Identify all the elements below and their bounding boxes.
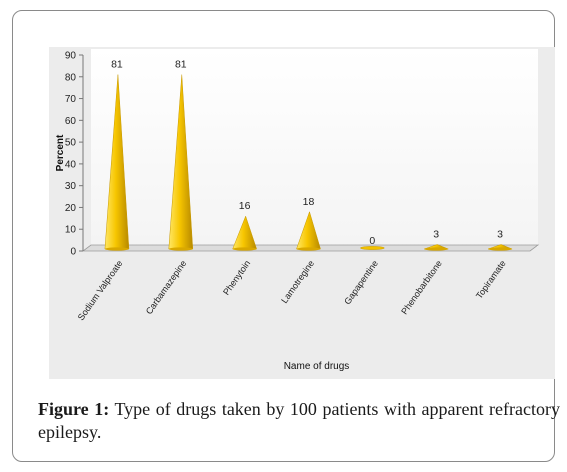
figure-frame: 0 10 20 30 40 50 60 70 80 90 Percent 81 Sodium Valpr… bbox=[12, 10, 560, 462]
bar-base bbox=[296, 247, 321, 251]
data-label: 3 bbox=[497, 228, 503, 240]
x-tick-label: Sodium Valproate bbox=[76, 258, 125, 322]
y-tick-label: 90 bbox=[65, 51, 77, 62]
y-tick-label: 40 bbox=[65, 159, 77, 170]
y-tick-label: 20 bbox=[65, 203, 77, 214]
x-tick-label: Phenytoin bbox=[221, 258, 252, 297]
bar-base bbox=[104, 247, 129, 251]
data-label: 18 bbox=[303, 196, 315, 208]
data-label: 81 bbox=[175, 59, 187, 71]
y-tick-label: 50 bbox=[65, 138, 77, 149]
bar-base bbox=[168, 247, 193, 251]
x-axis-title: Name of drugs bbox=[284, 361, 350, 372]
data-label: 0 bbox=[369, 235, 375, 247]
caption-text: Type of drugs taken by 100 patients with… bbox=[38, 399, 561, 442]
caption-label: Figure 1: bbox=[38, 399, 110, 419]
x-tick-label: Topiramate bbox=[474, 258, 508, 300]
plot-background bbox=[91, 49, 538, 247]
y-tick-label: 30 bbox=[65, 181, 77, 192]
bar-base bbox=[232, 247, 257, 251]
y-tick-label: 0 bbox=[70, 247, 76, 258]
data-label: 16 bbox=[239, 200, 251, 212]
x-tick-label: Gapapentine bbox=[342, 258, 380, 306]
y-tick-label: 70 bbox=[65, 94, 77, 105]
y-tick-label: 80 bbox=[65, 72, 77, 83]
bar-base bbox=[424, 247, 449, 251]
x-tick-label: Carbamazepine bbox=[144, 258, 189, 316]
bar bbox=[360, 246, 385, 250]
data-label: 3 bbox=[433, 228, 439, 240]
chart-panel: 0 10 20 30 40 50 60 70 80 90 Percent 81 Sodium Valpr… bbox=[49, 47, 555, 379]
y-axis-title: Percent bbox=[55, 134, 66, 171]
y-tick-label: 10 bbox=[65, 225, 77, 236]
x-tick-label: Phenobarbitone bbox=[399, 258, 444, 316]
y-tick-label: 60 bbox=[65, 116, 77, 127]
x-tick-label: Lamotregine bbox=[279, 258, 316, 305]
bar-base bbox=[488, 247, 513, 251]
data-label: 81 bbox=[111, 59, 123, 71]
figure-caption: Figure 1: Type of drugs taken by 100 pat… bbox=[38, 398, 560, 444]
